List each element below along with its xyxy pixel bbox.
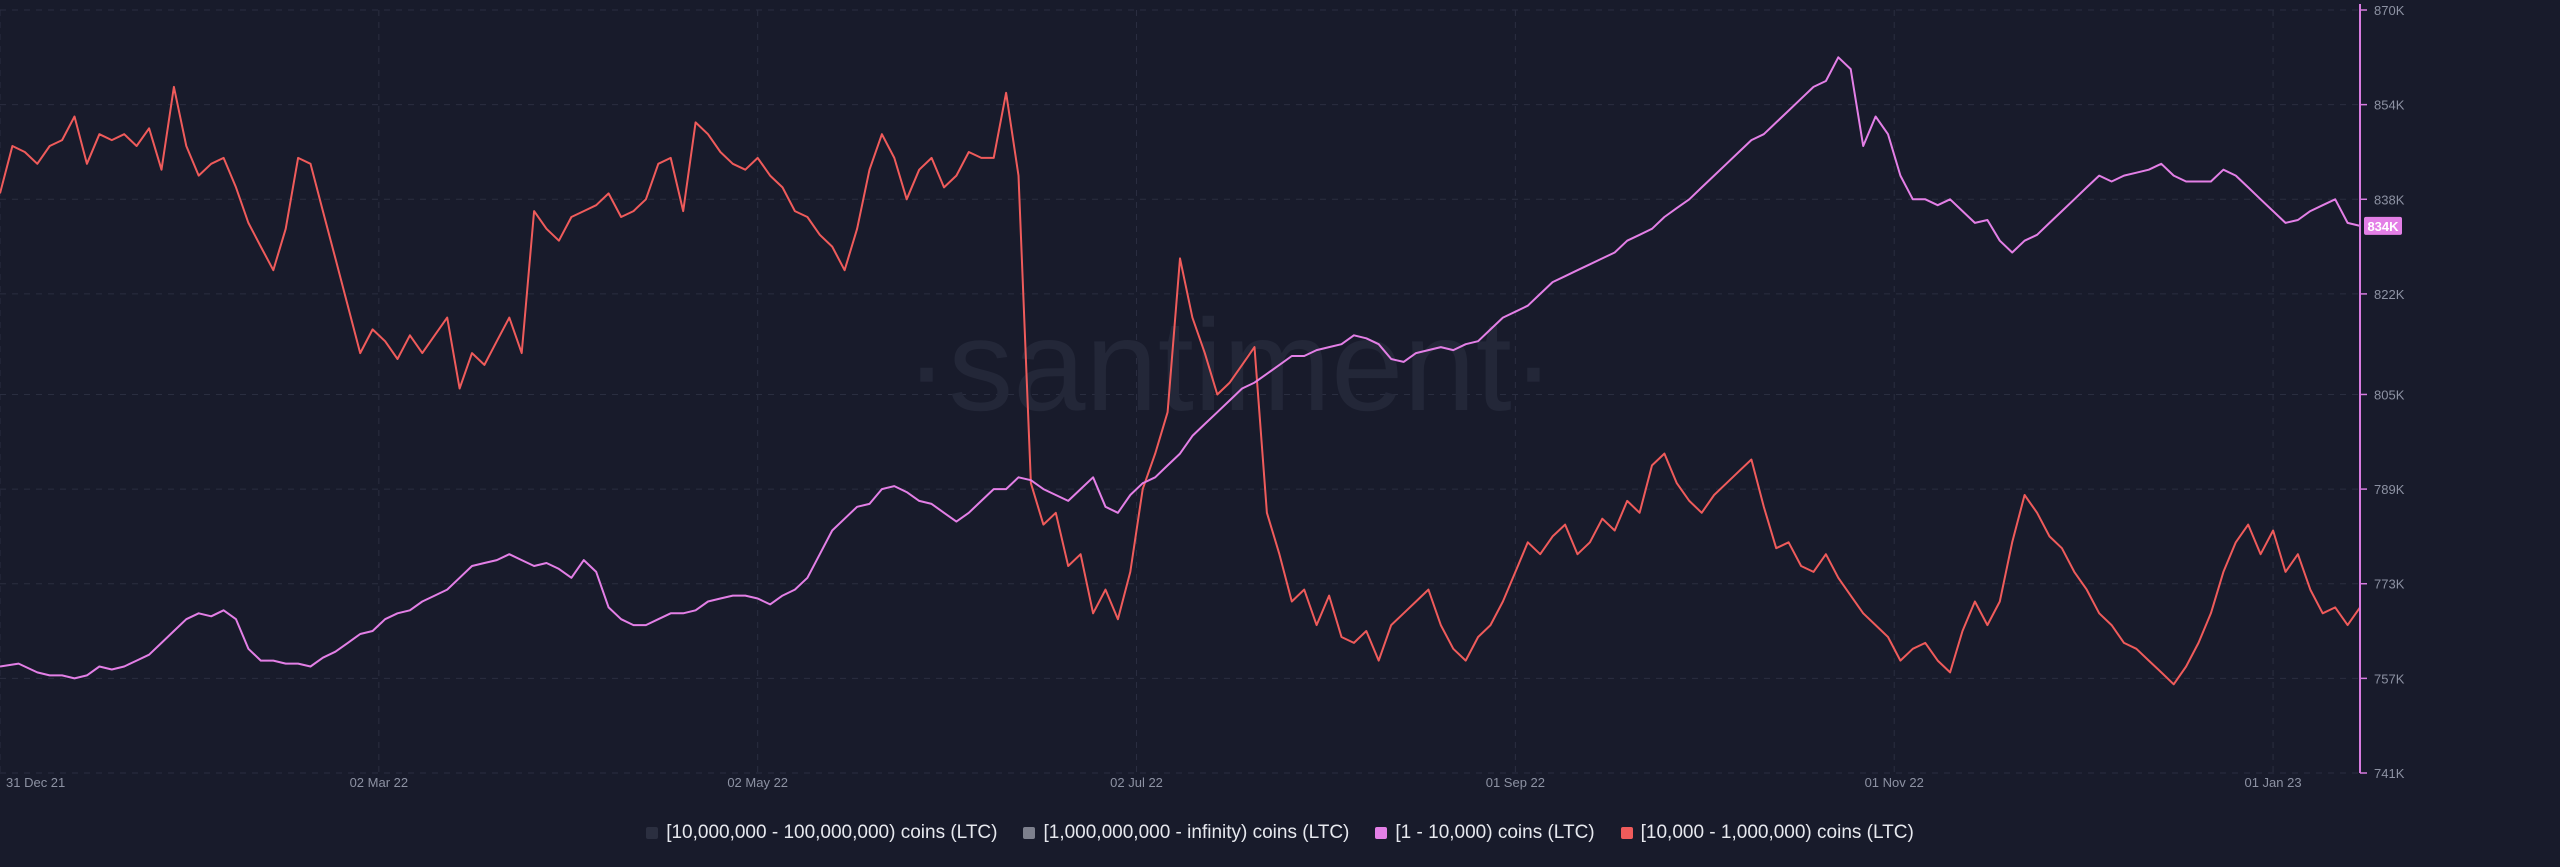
y-tick-label: 741K — [2374, 766, 2405, 781]
x-tick-label: 02 May 22 — [727, 775, 788, 790]
current-value-badge: 834K — [2364, 216, 2402, 235]
y-tick-label: 773K — [2374, 577, 2405, 592]
y-tick-label: 789K — [2374, 482, 2405, 497]
series-layer — [0, 56, 2361, 686]
y-tick-label: 822K — [2374, 287, 2405, 302]
legend-label: [1 - 10,000) coins (LTC) — [1395, 822, 1595, 843]
legend-item-1-10k[interactable]: [1 - 10,000) coins (LTC) — [1375, 822, 1595, 844]
axes: 870K 854K 838K 822K 805K 789K 773K 757K 741K 31 D… — [6, 3, 2405, 790]
badge-box — [2364, 216, 2402, 235]
badge-label: 834K — [2367, 219, 2399, 234]
legend-item-1b-infinity[interactable]: [1,000,000,000 - infinity) coins (LTC) — [1023, 822, 1349, 844]
x-tick-label: 01 Sep 22 — [1486, 775, 1545, 790]
x-tick-label: 02 Mar 22 — [350, 775, 409, 790]
legend-swatch — [646, 827, 659, 839]
legend-swatch — [1620, 827, 1633, 839]
series-line-pink — [0, 56, 2361, 680]
grid-lines — [0, 9, 2360, 774]
legend-swatch — [1375, 827, 1388, 839]
legend: [10,000,000 - 100,000,000) coins (LTC) [… — [0, 816, 2560, 850]
x-tick-label: 31 Dec 21 — [6, 775, 65, 790]
series-line-red — [0, 85, 2361, 686]
y-tick-label: 838K — [2374, 192, 2405, 207]
legend-swatch — [1023, 827, 1036, 839]
legend-item-10k-1m[interactable]: [10,000 - 1,000,000) coins (LTC) — [1620, 822, 1914, 844]
legend-label: [1,000,000,000 - infinity) coins (LTC) — [1043, 822, 1350, 843]
x-tick-label: 02 Jul 22 — [1110, 775, 1163, 790]
y-tick-label: 805K — [2374, 387, 2405, 402]
x-tick-label: 01 Nov 22 — [1865, 775, 1924, 790]
santiment-watermark: ·santiment· — [905, 292, 1555, 438]
legend-label: [10,000 - 1,000,000) coins (LTC) — [1640, 822, 1914, 843]
legend-label: [10,000,000 - 100,000,000) coins (LTC) — [666, 822, 998, 843]
y-tick-label: 870K — [2374, 3, 2405, 18]
y-tick-label: 757K — [2374, 671, 2405, 686]
legend-item-10m-100m[interactable]: [10,000,000 - 100,000,000) coins (LTC) — [646, 822, 997, 844]
x-tick-label: 01 Jan 23 — [2244, 775, 2301, 790]
y-tick-label: 854K — [2374, 98, 2405, 113]
